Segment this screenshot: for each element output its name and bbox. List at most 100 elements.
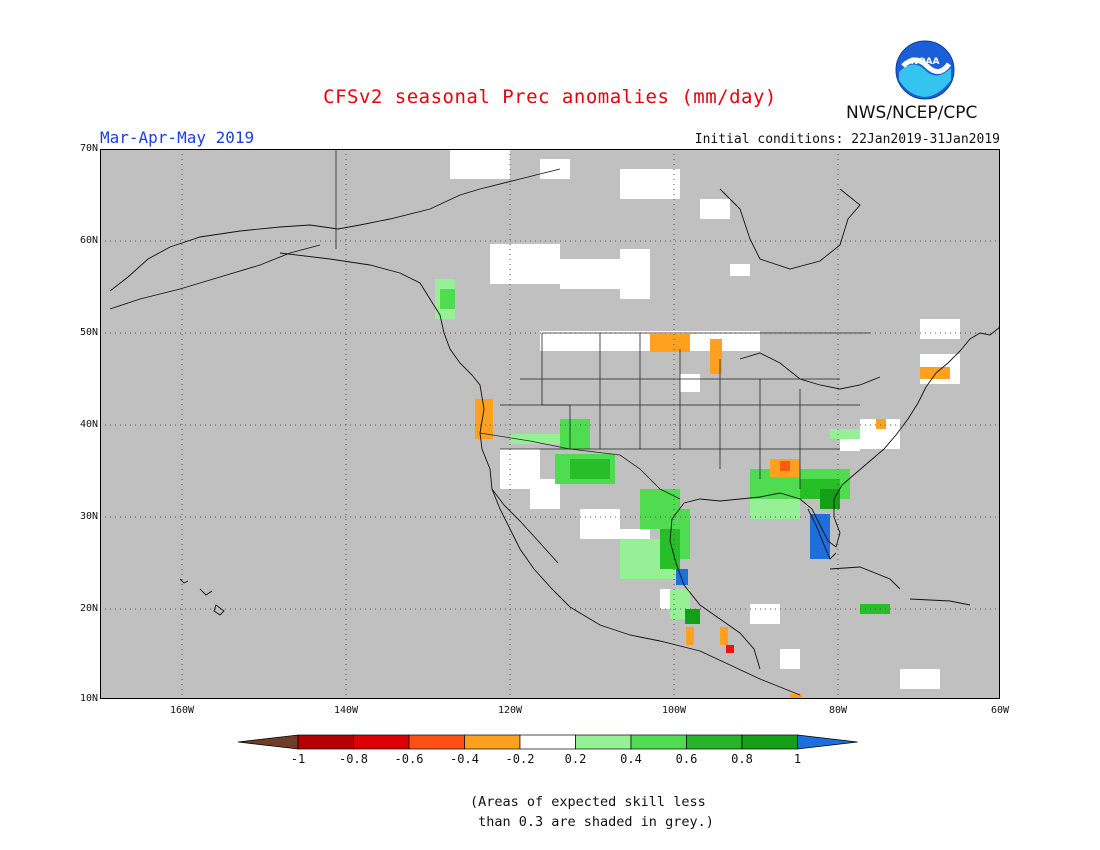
- anomaly-cell: [790, 694, 799, 699]
- anomaly-cell: [929, 367, 938, 376]
- anomaly-cell: [813, 469, 822, 478]
- anomaly-cell: [658, 498, 667, 507]
- anomaly-cell: [759, 613, 768, 622]
- longitude-label: 80W: [828, 705, 848, 716]
- anomaly-cell: [860, 428, 869, 437]
- anomaly-cell: [750, 622, 759, 624]
- anomaly-cell: [685, 578, 688, 585]
- anomaly-cell: [576, 340, 585, 349]
- anomaly-cell: [947, 367, 950, 376]
- anomaly-cell: [756, 340, 760, 349]
- anomaly-cell: [630, 340, 639, 349]
- anomaly-cell: [620, 529, 629, 538]
- anomaly-cell: [647, 294, 650, 299]
- map-title: CFSv2 seasonal Prec anomalies (mm/day): [323, 86, 777, 108]
- anomaly-cell: [539, 479, 548, 488]
- anomaly-cell: [918, 678, 927, 687]
- anomaly-cell: [918, 669, 927, 678]
- anomaly-cell: [449, 307, 455, 309]
- anomaly-cell: [567, 177, 570, 179]
- anomaly-cell: [756, 349, 760, 351]
- anomaly-cell: [484, 399, 493, 408]
- anomaly-cell: [810, 514, 819, 523]
- anomaly-cell: [956, 337, 960, 339]
- anomaly-cell: [597, 468, 606, 477]
- anomaly-cell: [686, 627, 694, 636]
- anomaly-cell: [750, 604, 759, 613]
- anomaly-cell: [587, 419, 590, 428]
- anomaly-cell: [887, 446, 896, 449]
- anomaly-cell: [719, 339, 722, 348]
- anomaly-cell: [709, 208, 718, 217]
- anomaly-cell: [687, 509, 690, 518]
- anomaly-cell: [468, 158, 477, 167]
- anomaly-cell: [612, 331, 621, 340]
- anomaly-cell: [936, 678, 940, 687]
- anomaly-cell: [947, 337, 956, 339]
- anomaly-cell: [829, 489, 838, 498]
- anomaly-cell: [580, 509, 589, 518]
- anomaly-cell: [869, 419, 878, 428]
- anomaly-cell: [727, 217, 730, 219]
- agency-label: NWS/NCEP/CPC: [846, 103, 978, 123]
- anomaly-cell: [495, 158, 504, 167]
- anomaly-cell: [537, 434, 546, 443]
- anomaly-cell: [509, 449, 518, 458]
- anomaly-cell: [747, 340, 756, 349]
- anomaly-cell: [570, 477, 579, 479]
- anomaly-cell: [587, 437, 590, 446]
- anomaly-cell: [564, 472, 573, 481]
- anomaly-cell: [768, 487, 777, 496]
- anomaly-cell: [620, 276, 629, 285]
- anomaly-cell: [678, 527, 687, 536]
- anomaly-cell: [789, 667, 798, 669]
- anomaly-cell: [640, 489, 649, 498]
- colorbar-segment: [238, 734, 299, 750]
- anomaly-cell: [660, 598, 669, 607]
- anomaly-cell: [638, 178, 647, 187]
- anomaly-cell: [518, 476, 527, 485]
- anomaly-cell: [750, 469, 759, 478]
- anomaly-cell: [786, 517, 795, 519]
- anomaly-cell: [607, 527, 616, 536]
- anomaly-cell: [585, 349, 594, 351]
- anomaly-cell: [549, 340, 558, 349]
- anomaly-cell: [739, 273, 748, 276]
- anomaly-cell: [777, 499, 786, 508]
- colorbar-tick-label: 0.8: [731, 752, 753, 766]
- anomaly-cell: [665, 169, 674, 178]
- anomaly-cell: [549, 331, 558, 340]
- initial-conditions-label: Initial conditions: 22Jan2019-31Jan2019: [694, 132, 1000, 147]
- anomaly-cell: [591, 481, 600, 484]
- anomaly-cell: [820, 489, 829, 498]
- anomaly-cell: [616, 509, 620, 518]
- anomaly-cell: [693, 340, 702, 349]
- longitude-label: 140W: [333, 705, 359, 716]
- anomaly-cell: [804, 469, 813, 478]
- anomaly-cell: [756, 331, 760, 340]
- anomaly-cell: [860, 604, 869, 613]
- anomaly-cell: [450, 176, 459, 179]
- anomaly-cell: [499, 262, 508, 271]
- anomaly-cell: [947, 328, 956, 337]
- anomaly-cell: [956, 363, 960, 372]
- logo-text: NOAA: [911, 57, 940, 67]
- anomaly-cell: [840, 487, 849, 496]
- anomaly-cell: [553, 244, 560, 253]
- anomaly-cell: [849, 469, 850, 478]
- anomaly-cell: [686, 343, 690, 352]
- anomaly-cell: [621, 349, 630, 351]
- anomaly-cell: [857, 438, 860, 439]
- anomaly-cell: [518, 458, 527, 467]
- anomaly-cell: [820, 498, 829, 507]
- anomaly-cell: [887, 613, 890, 614]
- anomaly-cell: [759, 604, 768, 613]
- anomaly-cell: [698, 383, 700, 392]
- anomaly-cell: [689, 374, 698, 383]
- anomaly-cell: [680, 383, 689, 392]
- anomaly-cell: [670, 607, 679, 616]
- anomaly-cell: [660, 589, 669, 598]
- anomaly-cell: [927, 669, 936, 678]
- anomaly-cell: [609, 454, 615, 463]
- anomaly-cell: [567, 349, 576, 351]
